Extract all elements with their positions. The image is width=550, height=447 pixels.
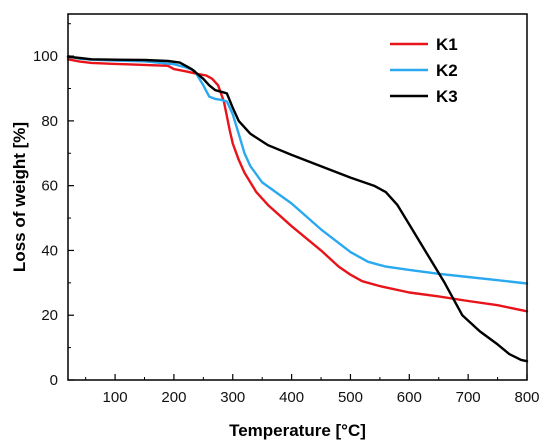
x-tick-label: 600 xyxy=(397,389,422,406)
y-tick-label: 0 xyxy=(50,372,58,389)
axis-ticks: 100 200 300 400 500 600 700 800 0 20 40 60 80 100 xyxy=(33,23,540,406)
x-tick-label: 800 xyxy=(514,389,539,406)
series-line-k1 xyxy=(66,58,529,313)
legend-label-k2: K2 xyxy=(436,61,458,80)
x-tick-label: 700 xyxy=(456,389,481,406)
series-line-k2 xyxy=(66,54,529,285)
legend: K1 K2 K3 xyxy=(390,35,458,106)
y-tick-label: 20 xyxy=(41,307,58,324)
x-tick-label: 300 xyxy=(220,389,245,406)
y-axis-title: Loss of weight [%] xyxy=(10,122,29,272)
x-tick-label: 100 xyxy=(103,389,128,406)
x-tick-label: 400 xyxy=(279,389,304,406)
legend-label-k1: K1 xyxy=(436,35,458,54)
x-tick-label: 500 xyxy=(338,389,363,406)
y-tick-label: 100 xyxy=(33,48,58,65)
plot-frame xyxy=(67,13,528,381)
series-line-k3 xyxy=(66,55,529,363)
y-tick-label: 40 xyxy=(41,242,58,259)
series-layer xyxy=(66,54,529,363)
legend-label-k3: K3 xyxy=(436,87,458,106)
y-tick-label: 60 xyxy=(41,178,58,195)
x-axis-title: Temperature [°C] xyxy=(229,421,366,440)
x-tick-label: 200 xyxy=(161,389,186,406)
y-tick-label: 80 xyxy=(41,113,58,130)
